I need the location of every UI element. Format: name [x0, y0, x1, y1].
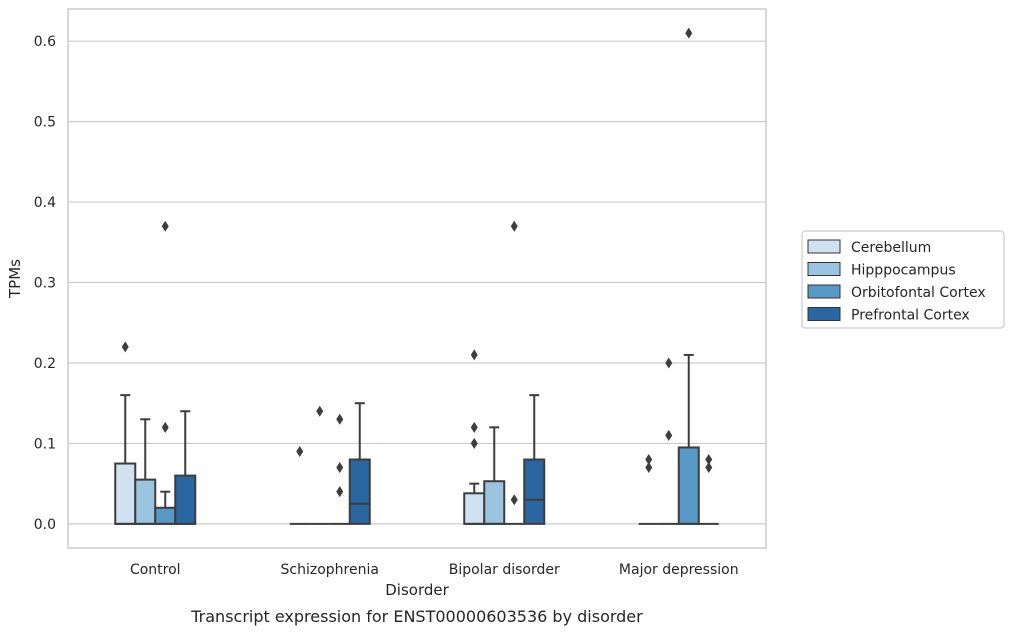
box-orbitofontal-cortex	[677, 27, 700, 525]
grid-layer	[68, 40, 766, 525]
box-cerebellum	[289, 445, 310, 525]
y-tick-label: 0.4	[34, 195, 56, 211]
outlier-point	[161, 220, 169, 232]
x-tick-label: Control	[130, 562, 181, 578]
box-prefrontal-cortex	[523, 394, 546, 525]
legend-swatch	[807, 284, 841, 299]
box-body	[483, 480, 506, 525]
y-tick-label: 0.6	[34, 34, 56, 50]
chart-caption: Transcript expression for ENST0000060353…	[190, 607, 643, 626]
outlier-point	[645, 454, 653, 466]
outlier-point	[336, 486, 344, 498]
box-body	[523, 458, 546, 525]
box-body	[677, 446, 700, 525]
x-tick-label: Bipolar disorder	[449, 562, 560, 578]
legend-item: Cerebellum	[807, 239, 931, 256]
outlier-point	[510, 220, 518, 232]
box-body	[154, 506, 177, 525]
box-prefrontal-cortex	[174, 410, 197, 525]
outlier-point	[470, 349, 478, 361]
outlier-point	[161, 421, 169, 433]
outlier-point	[470, 437, 478, 449]
box-prefrontal-cortex	[348, 402, 371, 525]
legend-item: Hipppocampus	[807, 262, 956, 279]
y-tick-labels: 0.0 0.1 0.2 0.3 0.4 0.5 0.6	[34, 34, 56, 533]
legend-label: Prefrontal Cortex	[851, 308, 970, 324]
box-hipppocampus	[134, 418, 157, 525]
legend: Cerebellum Hipppocampus Orbitofontal Corte…	[801, 230, 1005, 329]
box-cerebellum	[638, 454, 659, 525]
box-layer	[114, 27, 719, 525]
y-axis-label: TPMs	[6, 259, 24, 299]
x-tick-label: Major depression	[619, 562, 739, 578]
legend-item: Orbitofontal Cortex	[807, 284, 986, 301]
legend-item: Prefrontal Cortex	[807, 307, 970, 324]
outlier-point	[685, 27, 693, 39]
y-tick-label: 0.0	[34, 517, 56, 533]
y-tick-label: 0.2	[34, 356, 56, 372]
box-hipppocampus	[483, 426, 506, 525]
outlier-point	[336, 462, 344, 474]
box-cerebellum	[463, 349, 486, 525]
outlier-point	[296, 445, 304, 457]
plot-area-frame	[67, 8, 767, 549]
outlier-point	[316, 405, 324, 417]
legend-label: Orbitofontal Cortex	[851, 285, 986, 301]
y-tick-label: 0.5	[34, 115, 56, 131]
box-body	[114, 462, 137, 525]
box-prefrontal-cortex	[698, 454, 719, 525]
legend-swatch	[807, 239, 841, 254]
outlier-point	[510, 494, 518, 506]
box-body	[348, 458, 371, 525]
outlier-point	[121, 341, 129, 353]
box-orbitofontal-cortex	[154, 220, 177, 525]
x-tick-label: Schizophrenia	[281, 562, 379, 578]
box-orbitofontal-cortex	[504, 220, 525, 525]
outlier-point	[336, 413, 344, 425]
legend-frame	[801, 230, 1005, 329]
legend-swatch	[807, 262, 841, 276]
legend-swatch	[807, 307, 841, 321]
y-tick-label: 0.1	[34, 436, 56, 452]
box-orbitofontal-cortex	[329, 413, 350, 525]
legend-label: Cerebellum	[851, 240, 931, 256]
outlier-point	[645, 462, 653, 474]
x-tick-labels: Control Schizophrenia Bipolar disorder Majo…	[130, 562, 739, 578]
y-tick-label: 0.3	[34, 276, 56, 292]
outlier-point	[470, 421, 478, 433]
outlier-point	[705, 454, 713, 466]
box-body	[174, 474, 197, 525]
x-axis-label: Disorder	[385, 581, 449, 599]
outlier-point	[665, 357, 673, 369]
box-body	[134, 478, 157, 525]
outlier-point	[705, 462, 713, 474]
box-body	[463, 492, 486, 525]
box-hipppocampus	[309, 405, 330, 525]
outlier-point	[665, 429, 673, 441]
legend-label: Hipppocampus	[851, 263, 956, 279]
box-hipppocampus	[658, 357, 679, 525]
box-cerebellum	[114, 341, 137, 525]
